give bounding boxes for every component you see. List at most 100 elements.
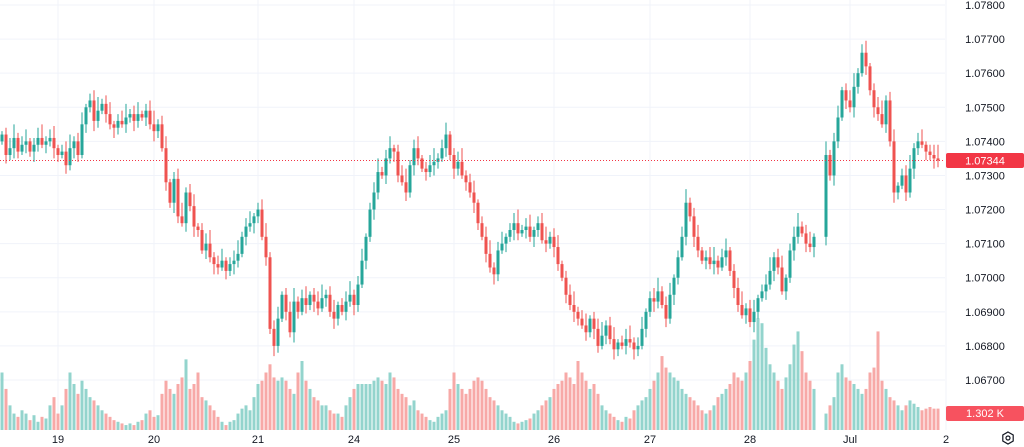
volume-bar [760,323,764,430]
volume-bar [504,413,508,430]
candle-body [108,114,112,125]
volume-bar [476,377,480,430]
volume-bar [884,388,888,430]
candle-body [548,236,552,244]
time-axis[interactable]: 19 20 21 24 25 26 27 28 Jul 2 [52,434,949,446]
candle-body [884,100,888,125]
volume-bar [704,413,708,430]
volume-bar [900,410,904,430]
candle-body [292,301,296,333]
candle-body [252,216,256,224]
volume-bar [904,405,908,430]
volume-bar [464,393,468,430]
volume-bar [268,364,272,430]
volume-bar [72,384,76,430]
volume-bar [604,410,608,430]
volume-bar [252,397,256,430]
volume-bar [364,384,368,430]
volume-bar [788,364,792,430]
volume-bar [132,425,136,430]
candle-body [636,345,640,350]
candle-body [276,318,280,346]
volume-bar [368,384,372,430]
volume-bar [888,397,892,430]
volume-bar [744,372,748,430]
price-tick-label: 1.06800 [965,341,1005,353]
volume-bar [28,420,32,430]
volume-bar [436,416,440,430]
volume-bar [932,408,936,430]
candle-body [536,223,540,230]
volume-bar [220,421,224,430]
volume-bar [300,361,304,430]
candle-body [652,298,656,302]
volume-bar [272,377,276,430]
candle-body [532,230,536,237]
candle-body [504,236,508,244]
volume-bar [460,388,464,430]
candle-body [872,90,876,108]
candle-body [544,240,548,244]
candle-body [608,325,612,340]
volume-bar [332,413,336,430]
candle-body [528,226,532,237]
volume-bar [584,380,588,430]
candle-body [336,305,340,319]
volume-bar [512,421,516,430]
volume-bar [320,405,324,430]
volume-bar [556,384,560,430]
volume-bar [856,388,860,430]
price-axis[interactable]: 1.07800 1.07700 1.07600 1.07500 1.07400 1.073… [965,0,1005,387]
candle-body [484,236,488,254]
candle-body [68,148,72,166]
candle-body [428,165,432,173]
candle-body [660,291,664,305]
candle-body [44,141,48,145]
candle-body [792,236,796,251]
candle-body [744,308,748,316]
candle-body [780,267,784,292]
settings-icon[interactable] [1002,431,1014,445]
candle-body [756,298,760,312]
candle-body [168,182,172,203]
volume-bar [484,388,488,430]
candle-body [732,270,736,288]
volume-bar [16,416,20,430]
volume-bar [424,416,428,430]
volume-bar [520,421,524,430]
candle-body [844,90,848,101]
volume-bar [160,393,164,430]
candle-body [716,260,720,268]
price-tick-label: 1.06700 [965,375,1005,387]
volume-bar [668,372,672,430]
candle-body [136,114,140,121]
candle-body [516,223,520,234]
candle-body [624,339,628,346]
candle-body [36,137,40,145]
candle-body [452,155,456,169]
candle-body [316,301,320,309]
candle-body [540,223,544,241]
grid [0,0,947,430]
volume-bar [376,377,380,430]
candle-body [188,192,192,207]
volume-bar [296,372,300,430]
volume-bar [596,393,600,430]
volume-bar [628,418,632,430]
volume-bar [524,420,528,430]
volume-bar [516,423,520,430]
volume-bar [800,351,804,430]
volume-bar [388,372,392,430]
volume-bar [756,318,760,430]
volume-bar [380,380,384,430]
candle-body [812,236,816,248]
candle-body [328,294,332,312]
candle-body [208,243,212,258]
volume-bar [548,397,552,430]
volume-bar [540,405,544,430]
price-tick-label: 1.07500 [965,102,1005,114]
volume-bar [688,397,692,430]
candle-body [80,124,84,155]
candle-body [776,257,780,268]
